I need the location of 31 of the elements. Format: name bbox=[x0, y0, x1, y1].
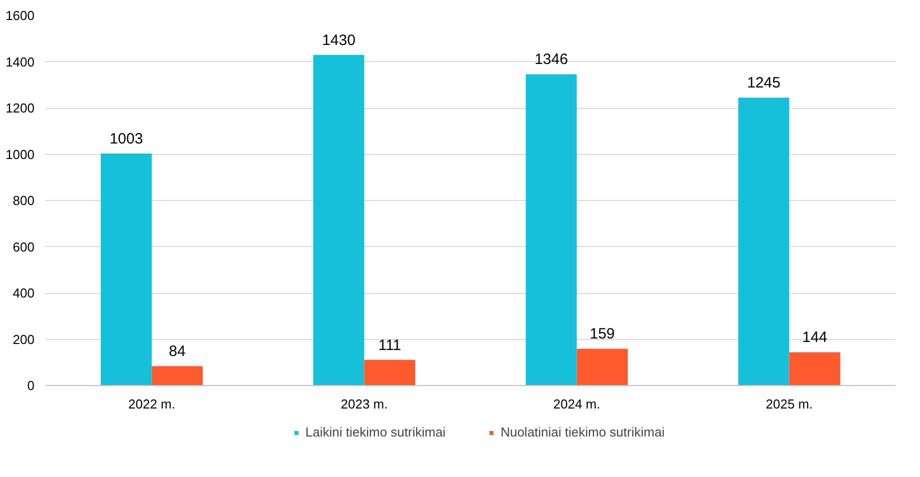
legend-label: Laikini tiekimo sutrikimai bbox=[305, 424, 446, 440]
y-tick-label: 800 bbox=[12, 193, 35, 208]
bar bbox=[738, 98, 790, 386]
y-tick-label: 1600 bbox=[6, 8, 34, 23]
x-tick-label: 2025 m. bbox=[766, 396, 813, 412]
data-label: 144 bbox=[802, 329, 828, 346]
y-tick-label: 1200 bbox=[6, 100, 34, 116]
bar bbox=[152, 366, 203, 386]
y-tick-label: 400 bbox=[12, 286, 35, 300]
bar bbox=[789, 352, 840, 386]
y-tick-label: 1000 bbox=[6, 146, 34, 162]
data-label: 1245 bbox=[747, 74, 780, 92]
bar bbox=[100, 154, 152, 386]
bar bbox=[364, 360, 416, 386]
y-tick-label: 200 bbox=[12, 332, 35, 347]
x-tick-label: 2023 m. bbox=[340, 396, 388, 412]
data-label: 159 bbox=[590, 326, 615, 343]
bar bbox=[526, 74, 577, 386]
data-label: 84 bbox=[168, 343, 186, 360]
data-label: 111 bbox=[378, 336, 402, 354]
data-label: 1430 bbox=[322, 32, 356, 49]
bar bbox=[313, 54, 364, 386]
y-tick-label: 0 bbox=[27, 378, 35, 393]
y-tick-label: 600 bbox=[12, 239, 35, 254]
legend-label: Nuolatiniai tiekimo sutrikimai bbox=[500, 424, 665, 440]
x-tick-label: 2024 m. bbox=[553, 396, 600, 412]
data-label: 1003 bbox=[110, 130, 143, 148]
x-tick-label: 2022 m. bbox=[128, 396, 176, 412]
data-label: 1346 bbox=[534, 51, 568, 68]
bar bbox=[576, 348, 628, 386]
y-tick-label: 1400 bbox=[6, 54, 34, 70]
